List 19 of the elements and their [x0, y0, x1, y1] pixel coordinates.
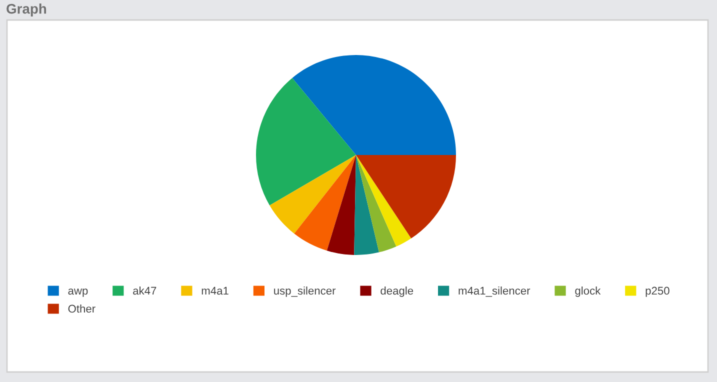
- legend-label: glock: [575, 286, 601, 297]
- legend-label: p250: [646, 286, 670, 297]
- legend-label: ak47: [133, 286, 156, 295]
- pie-slice: [270, 155, 356, 234]
- legend-label: Other: [68, 304, 96, 313]
- chart-title: Graph: [6, 4, 46, 16]
- pie-slice: [326, 155, 356, 255]
- legend-label: m4a1: [202, 286, 228, 295]
- pie-slice: [356, 155, 396, 252]
- legend-label: deagle: [380, 286, 414, 297]
- pie-slice: [256, 78, 356, 206]
- pie-slice: [356, 155, 456, 238]
- pie-slice: [354, 155, 380, 255]
- legend-label: awp: [68, 288, 88, 297]
- legend-label: usp_silencer: [274, 286, 336, 297]
- pie-slice: [356, 155, 412, 247]
- pie-slice: [292, 55, 456, 155]
- pie-slice: [294, 155, 356, 251]
- legend-label: m4a1_silencer: [458, 286, 530, 297]
